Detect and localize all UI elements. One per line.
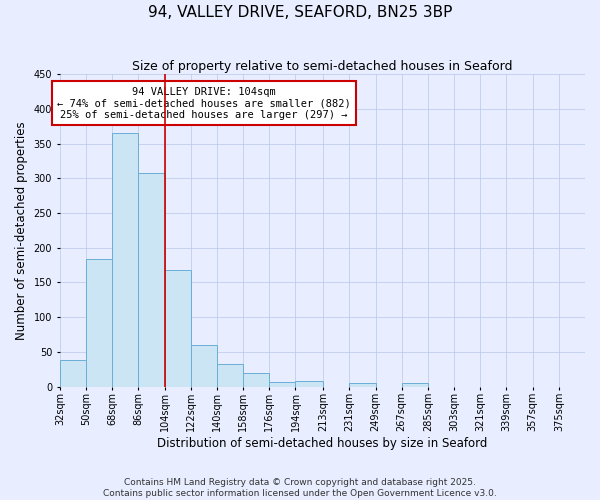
Bar — [164, 270, 191, 386]
Bar — [112, 133, 139, 386]
Text: Contains HM Land Registry data © Crown copyright and database right 2025.
Contai: Contains HM Land Registry data © Crown c… — [103, 478, 497, 498]
Bar — [217, 364, 243, 386]
Bar — [269, 382, 295, 386]
Bar — [191, 345, 217, 387]
X-axis label: Distribution of semi-detached houses by size in Seaford: Distribution of semi-detached houses by … — [157, 437, 488, 450]
Title: Size of property relative to semi-detached houses in Seaford: Size of property relative to semi-detach… — [132, 60, 512, 73]
Bar — [243, 374, 269, 386]
Bar — [295, 381, 323, 386]
Bar — [86, 260, 112, 386]
Bar — [349, 383, 376, 386]
Y-axis label: Number of semi-detached properties: Number of semi-detached properties — [15, 121, 28, 340]
Text: 94, VALLEY DRIVE, SEAFORD, BN25 3BP: 94, VALLEY DRIVE, SEAFORD, BN25 3BP — [148, 5, 452, 20]
Bar — [60, 360, 86, 386]
Bar — [401, 383, 428, 386]
Text: 94 VALLEY DRIVE: 104sqm
← 74% of semi-detached houses are smaller (882)
25% of s: 94 VALLEY DRIVE: 104sqm ← 74% of semi-de… — [57, 86, 351, 120]
Bar — [139, 172, 164, 386]
